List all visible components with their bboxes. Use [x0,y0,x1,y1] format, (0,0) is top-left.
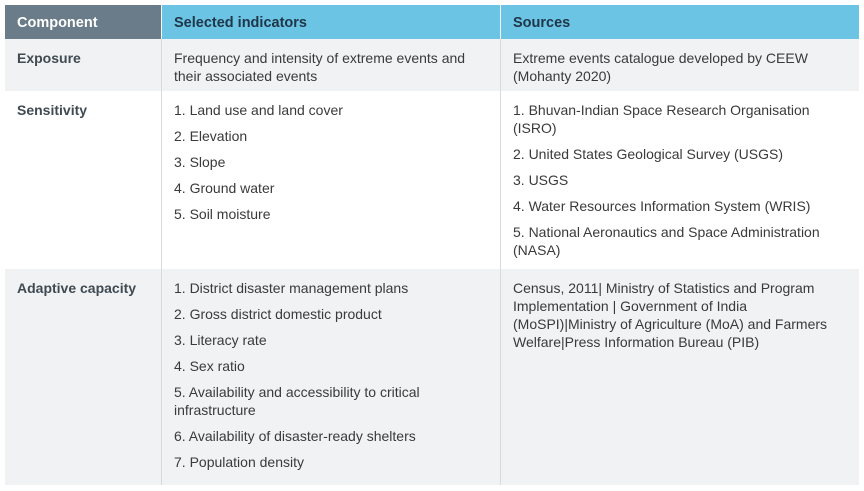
source-text: Extreme events catalogue developed by CE… [513,50,808,84]
component-adaptive-capacity: Adaptive capacity [17,280,137,296]
list-item: 1. Bhuvan-Indian Space Research Organisa… [513,102,810,136]
source-text: Census, 2011| Ministry of Statistics and… [513,280,828,350]
header-sources: Sources [500,5,859,39]
indicators-exposure: Frequency and intensity of extreme event… [161,39,500,91]
source-list: 1. Bhuvan-Indian Space Research Organisa… [513,101,847,259]
list-item: 3. Literacy rate [174,332,267,348]
header-component: Component [5,5,161,39]
sources-exposure: Extreme events catalogue developed by CE… [500,39,859,91]
list-item: 4. Water Resources Information System (W… [513,198,811,214]
indicator-list: 1. Land use and land cover 2. Elevation … [174,101,488,223]
list-item: 6. Availability of disaster-ready shelte… [174,428,416,444]
list-item: 2. Elevation [174,128,248,144]
list-item: 3. USGS [513,172,569,188]
sources-sensitivity: 1. Bhuvan-Indian Space Research Organisa… [500,91,859,269]
indicator-list: 1. District disaster management plans 2.… [174,279,488,471]
indicators-adaptive-capacity: 1. District disaster management plans 2.… [161,269,500,485]
list-item: 5. Soil moisture [174,206,271,222]
list-item: 5. Availability and accessibility to cri… [174,384,420,418]
indicators-sensitivity: 1. Land use and land cover 2. Elevation … [161,91,500,269]
list-item: 7. Population density [174,454,304,470]
header-selected-indicators: Selected indicators [161,5,500,39]
sources-adaptive-capacity: Census, 2011| Ministry of Statistics and… [500,269,859,485]
list-item: 1. District disaster management plans [174,280,409,296]
list-item: 4. Sex ratio [174,358,245,374]
component-sensitivity: Sensitivity [17,102,88,118]
table-header: Component Selected indicators Sources [5,5,859,39]
list-item: 1. Land use and land cover [174,102,343,118]
list-item: 4. Ground water [174,180,275,196]
list-item: 3. Slope [174,154,226,170]
table-row-sensitivity: Sensitivity 1. Land use and land cover 2… [5,91,859,269]
list-item: 2. United States Geological Survey (USGS… [513,146,784,162]
list-item: 2. Gross district domestic product [174,306,382,322]
list-item: 5. National Aeronautics and Space Admini… [513,224,820,258]
component-exposure: Exposure [17,50,81,66]
table-row-exposure: Exposure Frequency and intensity of extr… [5,39,859,91]
indicators-table: Component Selected indicators Sources Ex… [5,5,859,485]
table-row-adaptive-capacity: Adaptive capacity 1. District disaster m… [5,269,859,485]
indicator-text: Frequency and intensity of extreme event… [174,50,466,84]
